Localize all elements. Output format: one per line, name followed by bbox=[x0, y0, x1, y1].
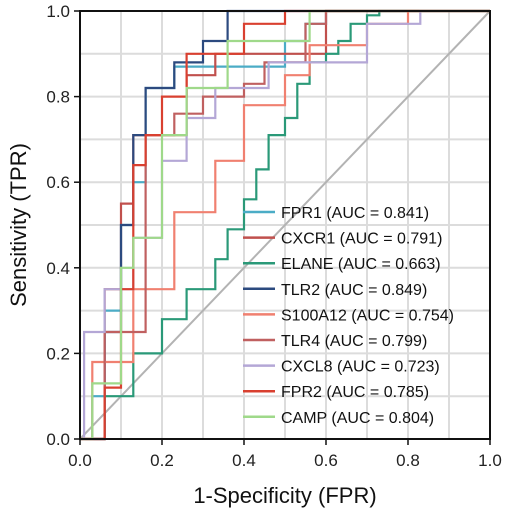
plot-frame bbox=[79, 10, 491, 440]
roc-curve-9 bbox=[80, 9, 490, 441]
legend-label: FPR1 (AUC = 0.841) bbox=[281, 205, 429, 222]
y-tick-label: 0.8 bbox=[46, 88, 70, 107]
legend-label: TLR4 (AUC = 0.799) bbox=[281, 333, 427, 350]
roc-curve-3 bbox=[80, 9, 490, 441]
x-tick-label: 1.0 bbox=[478, 451, 502, 470]
diagonal-line bbox=[79, 10, 491, 440]
x-tick-label: 0.6 bbox=[314, 451, 338, 470]
legend-label: CAMP (AUC = 0.804) bbox=[281, 410, 434, 427]
diagonal-reference bbox=[79, 10, 491, 440]
y-axis-title: Sensitivity (TPR) bbox=[6, 143, 31, 307]
legend-label: CXCL8 (AUC = 0.723) bbox=[281, 359, 440, 376]
legend-label: S100A12 (AUC = 0.754) bbox=[281, 307, 454, 324]
roc-curve-8 bbox=[80, 9, 490, 441]
roc-curves bbox=[80, 9, 490, 441]
x-tick-label: 0.4 bbox=[232, 451, 256, 470]
legend: FPR1 (AUC = 0.841) CXCR1 (AUC = 0.791) ELA… bbox=[243, 205, 454, 427]
y-tick-label: 0.2 bbox=[46, 344, 70, 363]
axis-ticks: 0.0 0.2 0.4 0.6 0.8 1.0 0.0 0.2 0.4 0.6 0.8 1.0 bbox=[46, 2, 501, 470]
y-tick-label: 1.0 bbox=[46, 2, 70, 21]
roc-curve-7 bbox=[80, 9, 490, 441]
y-tick-label: 0.6 bbox=[46, 173, 70, 192]
x-axis-title: 1-Specificity (FPR) bbox=[193, 483, 376, 508]
legend-label: CXCR1 (AUC = 0.791) bbox=[281, 231, 442, 248]
legend-label: TLR2 (AUC = 0.849) bbox=[281, 282, 427, 299]
x-tick-label: 0.0 bbox=[68, 451, 92, 470]
y-tick-label: 0.4 bbox=[46, 259, 70, 278]
x-tick-label: 0.2 bbox=[150, 451, 174, 470]
x-tick-label: 0.8 bbox=[396, 451, 420, 470]
y-tick-label: 0.0 bbox=[46, 430, 70, 449]
legend-label: ELANE (AUC = 0.663) bbox=[281, 256, 441, 273]
legend-label: FPR2 (AUC = 0.785) bbox=[281, 384, 429, 401]
